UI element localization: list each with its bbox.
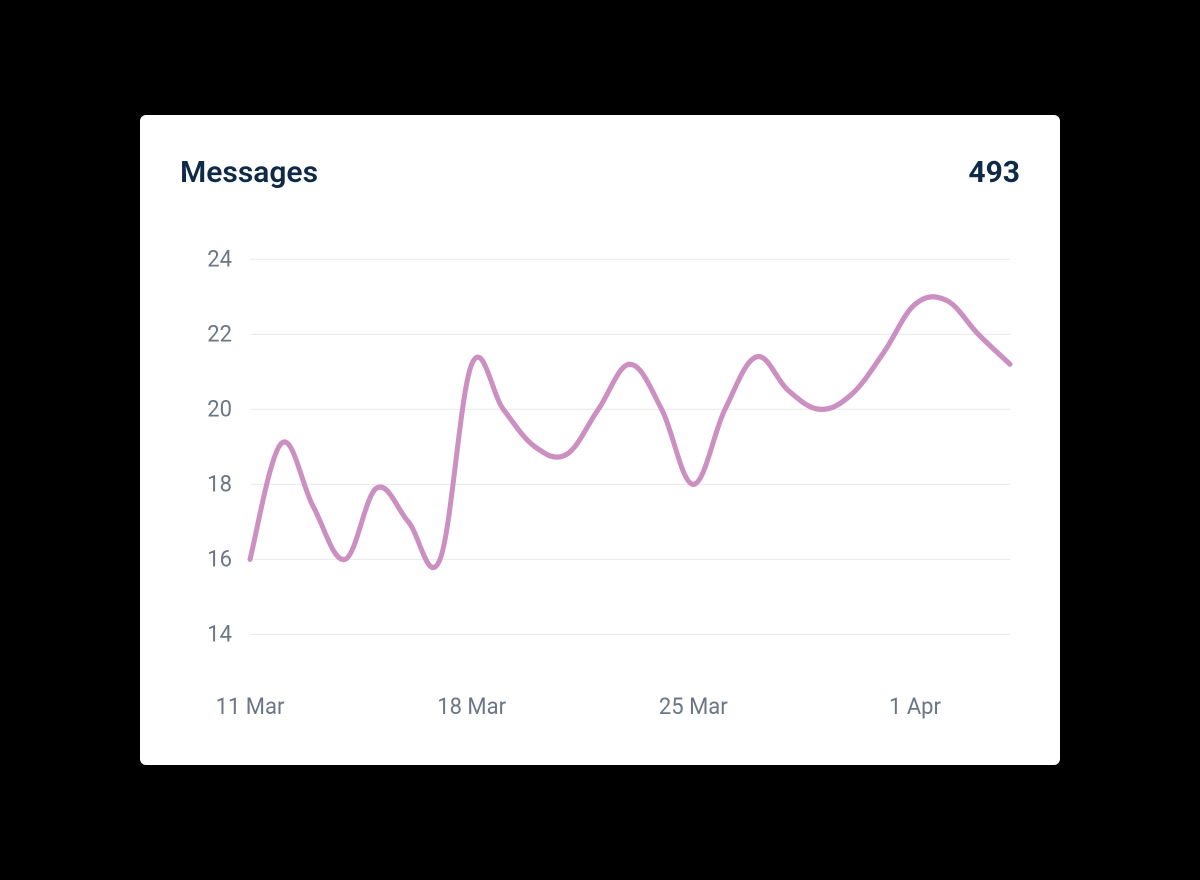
chart-card: Messages 493 14 16 18 20 22 24 11 Mar 18 Mar 25 … bbox=[140, 115, 1060, 765]
card-total-value: 493 bbox=[968, 155, 1020, 190]
y-axis-label: 14 bbox=[207, 620, 232, 648]
card-title: Messages bbox=[180, 155, 318, 190]
y-axis-label: 18 bbox=[207, 470, 232, 498]
x-axis-label: 11 Mar bbox=[216, 692, 285, 720]
data-series-line bbox=[250, 297, 1010, 568]
x-axis-label: 1 Apr bbox=[889, 692, 941, 720]
y-axis-label: 20 bbox=[207, 395, 232, 423]
y-axis-label: 22 bbox=[207, 320, 232, 348]
x-axis-label: 25 Mar bbox=[659, 692, 728, 720]
x-axis-label: 18 Mar bbox=[437, 692, 506, 720]
y-axis-label: 16 bbox=[207, 545, 232, 573]
y-axis-label: 24 bbox=[207, 245, 232, 273]
line-chart: 14 16 18 20 22 24 11 Mar 18 Mar 25 Mar 1 Apr bbox=[180, 230, 1020, 735]
card-header: Messages 493 bbox=[180, 155, 1020, 190]
chart-area: 14 16 18 20 22 24 11 Mar 18 Mar 25 Mar 1 Apr bbox=[180, 230, 1020, 735]
